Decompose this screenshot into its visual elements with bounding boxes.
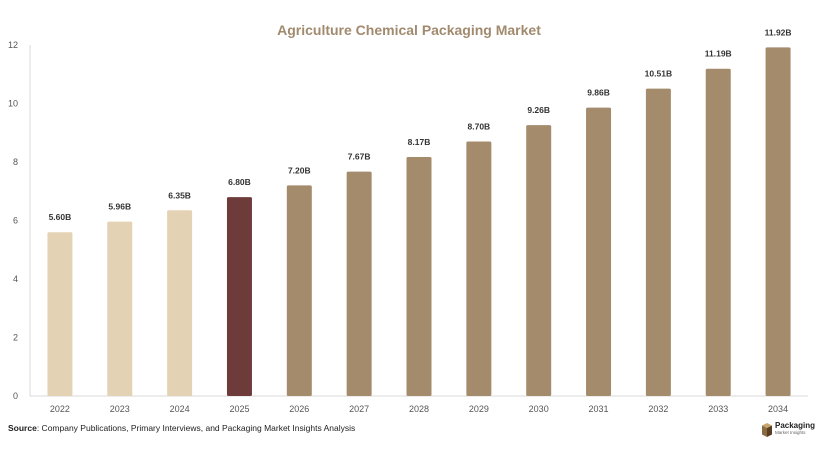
x-tick-label-2033: 2033 <box>708 404 728 414</box>
x-tick-label-2027: 2027 <box>349 404 369 414</box>
y-axis-ticks: 0 2 4 6 8 10 12 <box>8 40 18 401</box>
data-label-2029: 8.70B <box>468 122 491 132</box>
bar-2024 <box>167 210 193 396</box>
source-label: Source <box>8 423 37 433</box>
bar-2027 <box>346 171 372 396</box>
x-tick-label-2034: 2034 <box>768 404 788 414</box>
data-label-2034: 11.92B <box>765 27 792 37</box>
bars <box>47 47 791 397</box>
x-tick-label-2023: 2023 <box>110 404 130 414</box>
y-tick-label: 6 <box>13 216 18 226</box>
logo-name: Packaging <box>775 421 816 430</box>
x-axis-ticks: 2022 2023 2024 2025 2026 2027 2028 2029 2030 2031… <box>50 404 788 414</box>
data-label-2022: 5.60B <box>49 212 72 222</box>
data-label-2024: 6.35B <box>168 190 191 200</box>
y-tick-label: 0 <box>13 391 18 401</box>
bar-2025 <box>226 197 252 396</box>
data-label-2028: 8.17B <box>408 137 431 147</box>
bar-2032 <box>645 88 671 397</box>
bar-2033 <box>705 68 731 396</box>
x-tick-label-2025: 2025 <box>229 404 249 414</box>
logo-tagline: Market Insights <box>775 430 806 435</box>
data-label-2032: 10.51B <box>645 69 672 79</box>
bar-2034 <box>765 47 791 397</box>
data-label-2030: 9.26B <box>527 105 550 115</box>
data-labels: 5.60B 5.96B 6.35B 6.80B 7.20B 7.67B 8.17B 8.70B… <box>49 27 792 222</box>
data-label-2027: 7.67B <box>348 152 371 162</box>
x-tick-label-2029: 2029 <box>469 404 489 414</box>
bar-2022 <box>47 232 73 396</box>
y-tick-label: 8 <box>13 157 18 167</box>
y-tick-label: 10 <box>8 99 18 109</box>
x-tick-label-2026: 2026 <box>289 404 309 414</box>
x-tick-label-2032: 2032 <box>648 404 668 414</box>
box-icon <box>762 423 772 437</box>
y-tick-label: 12 <box>8 40 18 50</box>
brand-logo: Packaging Market Insights <box>762 421 818 441</box>
data-label-2033: 11.19B <box>705 49 732 59</box>
bar-2026 <box>286 185 312 396</box>
bar-2031 <box>586 107 612 396</box>
bar-2030 <box>526 125 552 397</box>
bar-2028 <box>406 157 432 396</box>
x-tick-label-2024: 2024 <box>170 404 190 414</box>
data-label-2023: 5.96B <box>108 202 131 212</box>
chart-title: Agriculture Chemical Packaging Market <box>277 22 541 38</box>
bar-2023 <box>107 221 133 396</box>
y-tick-label: 4 <box>13 274 18 284</box>
x-tick-label-2030: 2030 <box>529 404 549 414</box>
data-label-2026: 7.20B <box>288 165 311 175</box>
data-label-2025: 6.80B <box>228 177 251 187</box>
x-tick-label-2031: 2031 <box>589 404 609 414</box>
x-tick-label-2022: 2022 <box>50 404 70 414</box>
source-note: Source: Company Publications, Primary In… <box>8 423 355 433</box>
source-text: : Company Publications, Primary Intervie… <box>36 423 356 433</box>
data-label-2031: 9.86B <box>587 88 610 98</box>
y-tick-label: 2 <box>13 333 18 343</box>
x-tick-label-2028: 2028 <box>409 404 429 414</box>
bar-2029 <box>466 141 492 396</box>
